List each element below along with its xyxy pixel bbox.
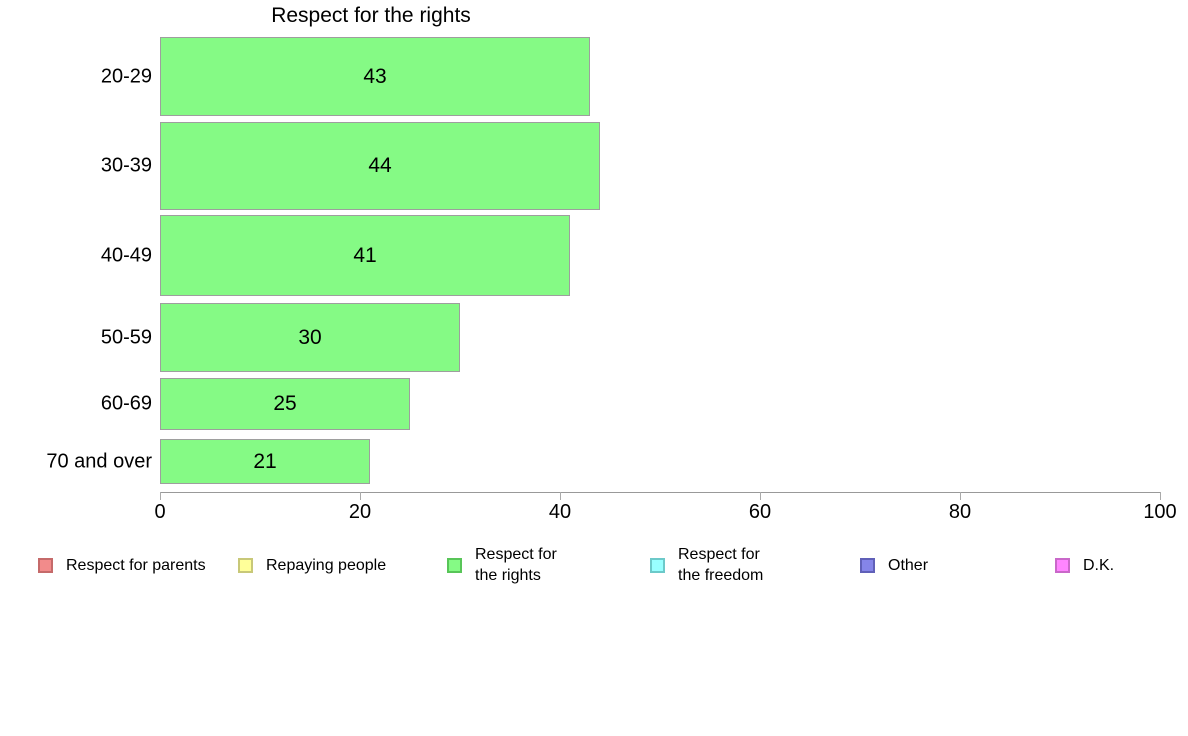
bar-value-label: 25 — [273, 392, 297, 415]
legend-swatch — [238, 557, 253, 573]
bar: 25 — [160, 378, 410, 430]
x-axis-tick-label: 80 — [948, 501, 972, 523]
bar: 41 — [160, 215, 570, 296]
x-axis-tick — [560, 492, 561, 500]
x-axis-tick — [960, 492, 961, 500]
category-label: 40-49 — [100, 244, 152, 266]
x-axis-tick-label: 100 — [1143, 501, 1177, 523]
category-label: 20-29 — [100, 65, 152, 87]
x-axis-tick — [760, 492, 761, 500]
legend-item: Other — [860, 542, 928, 588]
legend-label: Respect for parents — [66, 556, 206, 574]
chart-title: Respect for the rights — [271, 4, 471, 27]
legend-item: Respect for the rights — [447, 542, 557, 588]
legend-item: Repaying people — [238, 542, 386, 588]
legend-swatch — [1055, 557, 1070, 573]
legend-item: D.K. — [1055, 542, 1114, 588]
category-label: 50-59 — [100, 326, 152, 348]
bar: 21 — [160, 439, 370, 484]
legend-swatch — [650, 557, 665, 573]
x-axis-tick — [360, 492, 361, 500]
legend-label: D.K. — [1083, 556, 1115, 574]
x-axis-tick-label: 0 — [154, 501, 166, 523]
x-axis-tick-label: 60 — [748, 501, 772, 523]
legend-label: Respect for the rights — [475, 546, 557, 584]
bar-value-label: 21 — [253, 449, 277, 473]
legend: Respect for parents Repaying people Respec… — [0, 542, 1188, 588]
legend-label: Respect for the freedom — [678, 546, 764, 584]
legend-item: Respect for the freedom — [650, 542, 763, 588]
bar-value-label: 44 — [368, 154, 392, 177]
x-axis-tick — [160, 492, 161, 500]
category-label: 60-69 — [100, 392, 152, 415]
legend-swatch — [38, 557, 53, 573]
legend-item: Respect for parents — [38, 542, 206, 588]
bar: 30 — [160, 303, 460, 372]
x-axis-line — [160, 492, 1161, 493]
legend-label: Other — [888, 556, 929, 574]
bar-value-label: 41 — [353, 243, 377, 267]
legend-swatch — [860, 557, 875, 573]
category-label: 70 and over — [46, 450, 152, 472]
x-axis-tick — [1160, 492, 1161, 500]
bar-value-label: 30 — [298, 325, 322, 349]
category-label: 30-39 — [100, 154, 152, 177]
legend-label: Repaying people — [266, 556, 387, 574]
bar-value-label: 43 — [363, 64, 387, 88]
x-axis-tick-label: 20 — [348, 501, 372, 523]
legend-swatch — [447, 557, 462, 573]
x-axis-tick-label: 40 — [548, 501, 572, 523]
bar: 44 — [160, 122, 600, 210]
bar: 43 — [160, 37, 590, 116]
